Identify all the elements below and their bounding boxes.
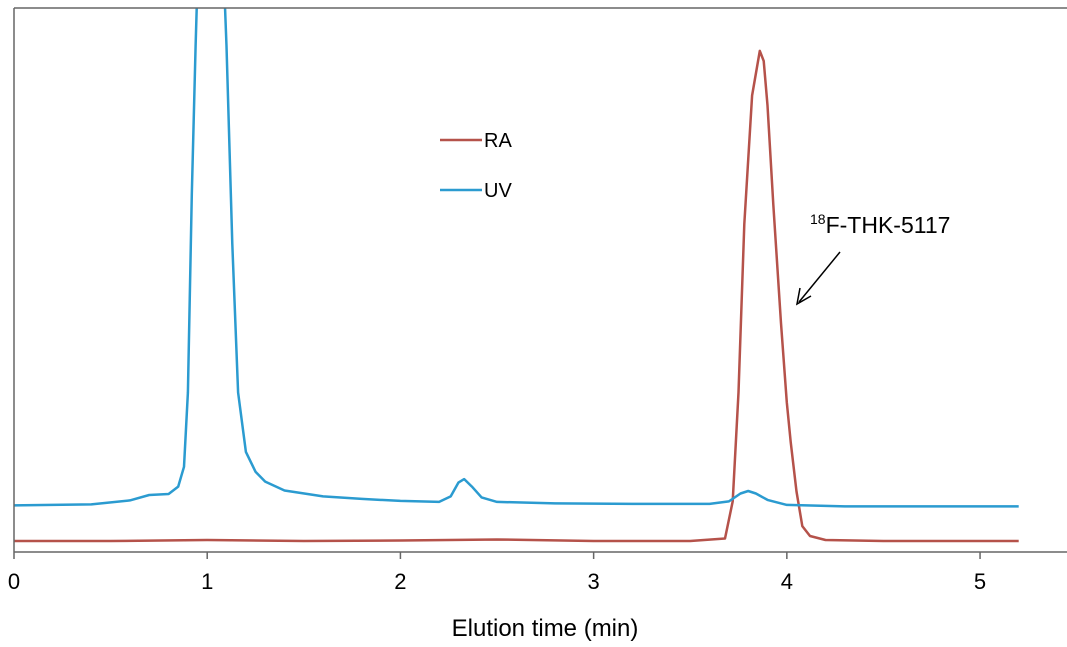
peak-annotation: 18F-THK-5117 <box>795 211 950 306</box>
legend-label-uv: UV <box>484 180 512 202</box>
x-axis-title: Elution time (min) <box>452 615 639 642</box>
x-tick-label: 1 <box>201 569 213 594</box>
annotation-arrow-shaft <box>798 251 841 303</box>
legend-label-ra: RA <box>484 130 512 152</box>
series-layer <box>14 8 1019 543</box>
series-line-ra <box>14 49 1019 543</box>
series-line-uv <box>14 8 1019 508</box>
legend: RA UV <box>440 130 512 202</box>
x-tick-label: 2 <box>394 569 406 594</box>
x-axis-ticks: 0 1 2 3 4 5 <box>8 552 986 594</box>
annotation-text: F-THK-5117 <box>826 212 951 238</box>
x-tick-label: 3 <box>588 569 600 594</box>
plot-area <box>14 8 1067 552</box>
annotation-label: 18F-THK-5117 <box>810 211 950 238</box>
x-tick-label: 4 <box>781 569 793 594</box>
x-tick-label: 5 <box>974 569 986 594</box>
x-tick-label: 0 <box>8 569 20 594</box>
annotation-arrow-head <box>795 287 812 306</box>
annotation-superscript: 18 <box>810 211 826 227</box>
